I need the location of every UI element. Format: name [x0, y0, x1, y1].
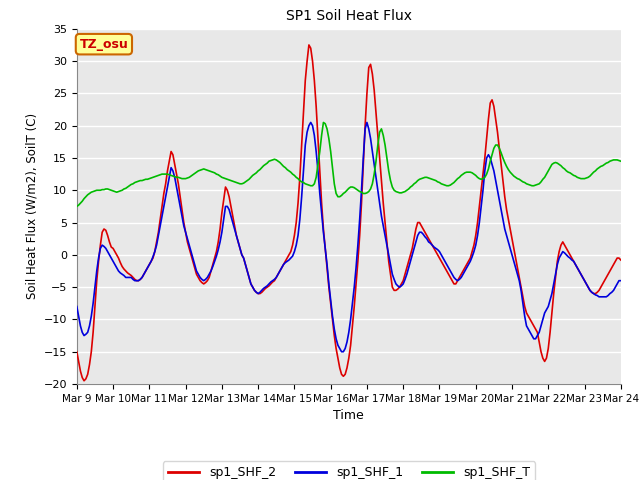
Title: SP1 Soil Heat Flux: SP1 Soil Heat Flux	[286, 10, 412, 24]
X-axis label: Time: Time	[333, 409, 364, 422]
Y-axis label: Soil Heat Flux (W/m2), SoilT (C): Soil Heat Flux (W/m2), SoilT (C)	[25, 113, 38, 300]
Legend: sp1_SHF_2, sp1_SHF_1, sp1_SHF_T: sp1_SHF_2, sp1_SHF_1, sp1_SHF_T	[163, 461, 535, 480]
Text: TZ_osu: TZ_osu	[79, 37, 128, 51]
